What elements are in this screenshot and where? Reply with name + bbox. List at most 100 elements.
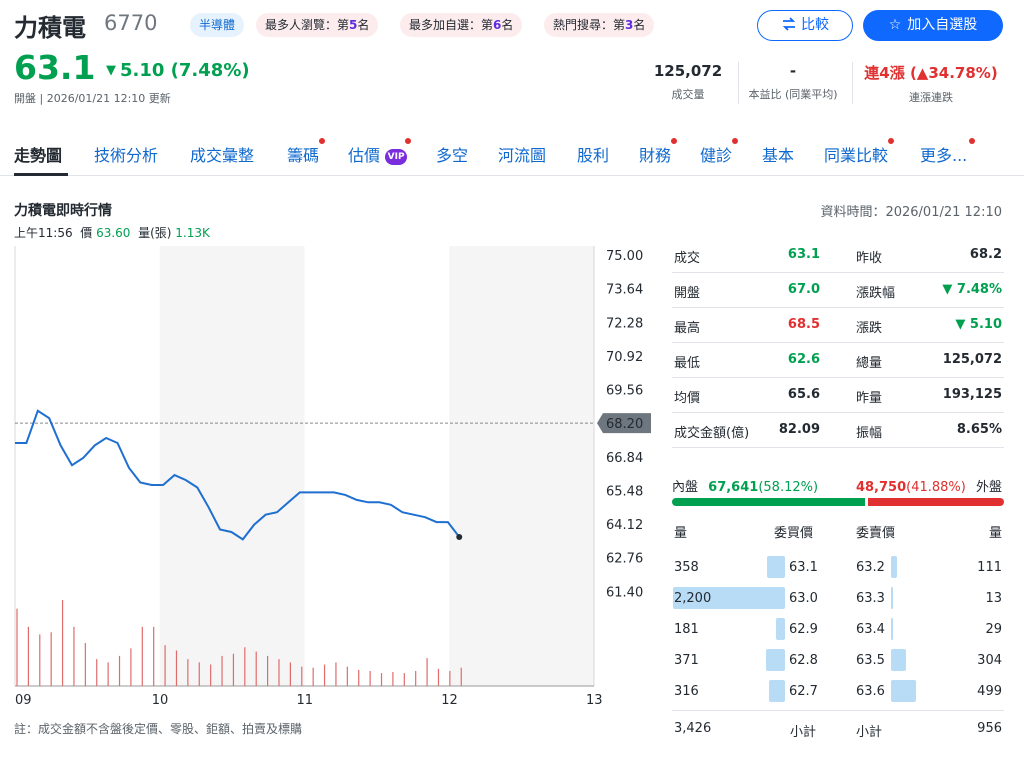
quote-label: 振幅 [856, 426, 883, 441]
ask-qty: 111 [977, 560, 1002, 575]
y-tick-label: 66.84 [606, 451, 643, 466]
vip-badge: VIP [385, 149, 408, 165]
tab-more[interactable]: 更多... [920, 138, 976, 166]
ask-price: 63.6 [856, 684, 885, 699]
outer-ratio-bar [868, 498, 1004, 506]
tab-summary[interactable]: 成交彙整 [190, 146, 255, 165]
bid-qty: 181 [674, 622, 699, 637]
outer-volume: 48,750(41.88%) 外盤 [855, 480, 1002, 495]
bid-qty: 2,200 [674, 591, 712, 606]
stat-pe: - 本益比 (同業平均) [748, 62, 838, 101]
ask-qty: 304 [977, 653, 1002, 668]
price-line [15, 409, 461, 541]
data-time: 資料時間：2026/01/21 12:10 [820, 205, 1002, 220]
bid-depth-bar [769, 680, 785, 702]
quote-label: 昨收 [856, 251, 883, 266]
add-watchlist-button[interactable]: ☆ 加入自選股 [863, 10, 1003, 41]
ask-qty-header: 量 [988, 526, 1002, 541]
bid-price-header: 委買價 [774, 526, 814, 541]
stock-code: 6770 [104, 11, 158, 35]
quote-row: 成交金額(億) 82.09 振幅 8.65% [672, 413, 1004, 448]
ask-price: 63.4 [856, 622, 885, 637]
quote-value: 63.1 [787, 247, 820, 262]
quote-row: 最高 68.5 漲跌 ▼ 5.10 [672, 308, 1004, 343]
quote-value: 82.09 [778, 422, 820, 437]
y-tick-label: 75.00 [606, 249, 643, 264]
y-tick-label: 69.56 [606, 384, 643, 399]
bid-price: 63.0 [789, 591, 818, 606]
rank-tag-views[interactable]: 最多人瀏覽：第5名 [256, 13, 379, 37]
bid-qty-header: 量 [674, 526, 688, 541]
quote-row: 均價 65.6 昨量 193,125 [672, 378, 1004, 413]
ask-qty: 29 [985, 622, 1002, 637]
inner-volume: 內盤 67,641(58.12%) [672, 480, 819, 495]
tab-dividend[interactable]: 股利 [577, 146, 610, 165]
y-tick-label: 65.48 [606, 484, 643, 499]
section-title: 力積電即時行情 [14, 203, 112, 219]
reference-label-bg [597, 413, 651, 434]
tab-trend[interactable]: 走勢圖 [14, 146, 63, 165]
last-price-point [456, 533, 463, 540]
stat-volume: 125,072 成交量 [653, 62, 723, 101]
bid-depth-bar [767, 556, 785, 578]
tab-valuation[interactable]: 估價 VIP [348, 138, 412, 166]
tab-chips[interactable]: 籌碼 [287, 138, 326, 166]
notification-dot [732, 138, 739, 144]
star-icon: ☆ [888, 17, 902, 33]
quote-value: 193,125 [942, 387, 1002, 402]
tab-health[interactable]: 健診 [700, 138, 739, 166]
quote-label: 最高 [674, 321, 701, 336]
ask-price: 63.5 [856, 653, 885, 668]
quote-value: 8.65% [956, 422, 1002, 437]
quote-label: 成交 [674, 251, 701, 266]
compare-button[interactable]: 比較 [757, 10, 853, 41]
bid-qty: 358 [674, 560, 699, 575]
tab-basic[interactable]: 基本 [762, 146, 795, 165]
active-tab-indicator [14, 173, 68, 176]
y-tick-label: 62.76 [606, 552, 643, 567]
y-tick-label: 70.92 [606, 350, 643, 365]
inner-ratio-bar [672, 498, 865, 506]
notification-dot [319, 138, 326, 144]
quote-value: 68.5 [787, 317, 820, 332]
bid-depth-bar [673, 587, 785, 609]
industry-tag[interactable]: 半導體 [190, 13, 245, 37]
quote-value: 125,072 [942, 352, 1002, 367]
quote-row: 最低 62.6 總量 125,072 [672, 343, 1004, 378]
stock-name: 力積電 [14, 14, 86, 42]
open-note: 開盤 | 2026/01/21 12:10 更新 [14, 92, 171, 105]
quote-label: 漲跌 [856, 321, 883, 336]
quote-label: 最低 [674, 356, 701, 371]
hour-band [159, 246, 305, 686]
bid-price: 63.1 [789, 560, 818, 575]
ask-depth-bar [891, 556, 897, 578]
rank-tag-search[interactable]: 熱門搜尋：第3名 [544, 13, 655, 37]
bid-price: 62.7 [789, 684, 818, 699]
tab-peers[interactable]: 同業比較 [824, 138, 895, 166]
ask-depth-bar [891, 680, 916, 702]
quote-label: 總量 [856, 356, 883, 371]
hour-band [449, 246, 594, 686]
bid-total-label: 小計 [790, 725, 817, 740]
bid-total: 3,426 [674, 721, 712, 736]
notification-dot [671, 138, 678, 144]
quote-label: 均價 [674, 391, 701, 406]
bid-price: 62.9 [789, 622, 818, 637]
bid-depth-bar [766, 649, 785, 671]
x-tick-label: 11 [297, 693, 314, 708]
compare-icon [782, 17, 796, 31]
notification-dot [405, 138, 412, 144]
tab-financial[interactable]: 財務 [639, 138, 678, 166]
tab-technical[interactable]: 技術分析 [94, 146, 159, 165]
quote-row: 成交 63.1 昨收 68.2 [672, 238, 1004, 273]
intraday-chart[interactable]: 75.00 73.64 72.28 70.92 69.56 66.84 65.48 64.12… [0, 240, 660, 710]
hover-info: 上午11:56 價 63.60 量(張) 1.13K [14, 226, 210, 240]
tab-bull-bear[interactable]: 多空 [436, 146, 469, 165]
stat-divider [738, 62, 739, 104]
quote-value: 67.0 [787, 282, 820, 297]
down-arrow-icon: ▼ [106, 63, 116, 78]
rank-tag-watchlist[interactable]: 最多加自選：第6名 [400, 13, 523, 37]
bid-price: 62.8 [789, 653, 818, 668]
tab-river[interactable]: 河流圖 [498, 146, 547, 165]
bid-depth-bar [776, 618, 785, 640]
